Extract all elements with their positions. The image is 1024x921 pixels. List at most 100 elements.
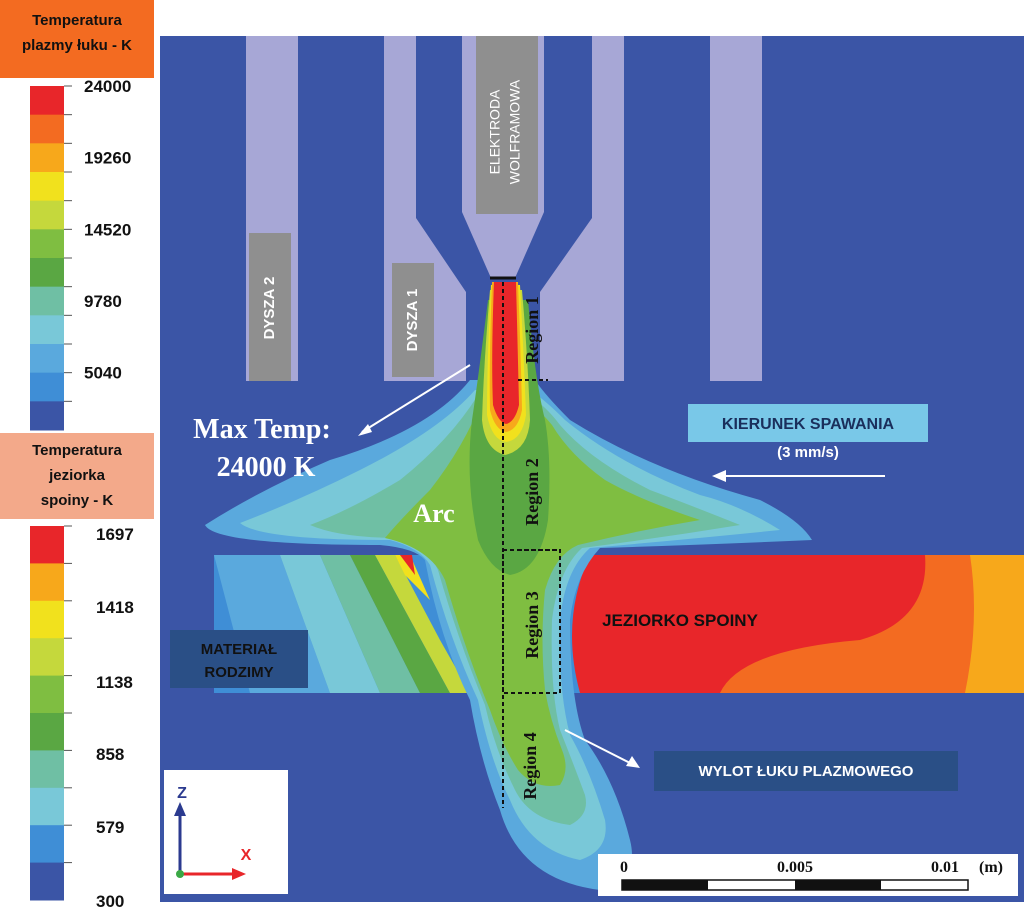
nozzle-1-label-box <box>392 263 434 377</box>
nozzle-2-right-wall <box>710 36 762 381</box>
base-temp-band-6 <box>395 555 430 600</box>
electrode-label-line2: WOLFRAMOWA <box>507 79 523 184</box>
arc-legend-swatches <box>30 85 72 431</box>
nozzle-2-label: DYSZA 2 <box>261 277 278 340</box>
outlet-pointer-line <box>564 729 633 765</box>
x-axis-arrowhead <box>232 868 246 880</box>
pool-legend-swatch <box>30 750 64 789</box>
arc-legend-ticks: 24000 19260 14520 9780 5040 <box>84 77 131 383</box>
base-temp-band-5 <box>375 555 470 693</box>
pool-legend-tick-label: 1697 <box>96 525 134 544</box>
welding-direction-arrowhead <box>712 470 726 482</box>
weld-pool-band-1 <box>720 555 1024 693</box>
arc-legend-swatch <box>30 200 64 230</box>
max-temp-label-line2: 24000 K <box>217 452 316 483</box>
arc-legend-swatch <box>30 143 64 173</box>
pool-legend-tick-label: 1418 <box>96 598 134 617</box>
arc-legend-swatch <box>30 229 64 259</box>
arc-legend-tick-label: 5040 <box>84 364 122 383</box>
base-temp-band-3 <box>320 555 420 693</box>
pool-legend-swatch <box>30 713 64 751</box>
x-axis-label: X <box>241 847 252 864</box>
base-material-label-line2: RODZIMY <box>204 664 273 681</box>
scale-bar-segment-1 <box>622 880 708 890</box>
arc-legend-swatch <box>30 315 64 345</box>
region-4-label: Region 4 <box>520 732 540 800</box>
electrode-label-box <box>476 36 538 214</box>
pool-legend-tick-label: 579 <box>96 818 124 837</box>
nozzle-1-right-wall <box>540 36 624 381</box>
base-temp-band-2 <box>280 555 380 693</box>
base-temp-band-4 <box>350 555 450 693</box>
arc-core-red <box>492 282 519 424</box>
region-1-label: Region 1 <box>522 296 542 364</box>
arc-legend-title-line2: plazmy łuku - K <box>22 37 132 54</box>
welding-direction-box <box>688 404 928 442</box>
z-axis-label: Z <box>177 785 187 802</box>
pool-legend-title-line3: spoiny - K <box>41 492 114 509</box>
arc-legend-swatch <box>30 258 64 288</box>
arc-legend-tick-label: 14520 <box>84 220 131 239</box>
weld-pool-label: JEZIORKO SPOINY <box>602 611 759 630</box>
arc-legend-tick-label: 24000 <box>84 77 131 96</box>
arc-legend-swatch <box>30 172 64 202</box>
arc-legend-swatch <box>30 114 64 144</box>
base-material-box <box>170 630 308 688</box>
arc-legend-title-line1: Temperatura <box>32 12 122 29</box>
arc-legend-tick-label: 9780 <box>84 292 122 311</box>
pool-legend-swatch <box>30 638 64 677</box>
arc-legend-swatch <box>30 286 64 316</box>
arc-legend-swatch <box>30 401 64 431</box>
outlet-pointer-head <box>626 756 640 768</box>
pool-legend-tick-label: 1138 <box>96 673 133 692</box>
region-3-box <box>502 549 561 694</box>
pool-legend-swatch <box>30 825 64 864</box>
arc-legend-swatch <box>30 372 64 402</box>
region-boxes <box>502 282 561 808</box>
arc-temperature-legend: Temperatura plazmy łuku - K 24000 19260 14… <box>0 0 154 431</box>
arc-legend-tick-label: 19260 <box>84 149 131 168</box>
nozzle-1-label: DYSZA 1 <box>404 289 421 352</box>
max-temp-pointer-head <box>358 424 372 436</box>
pool-legend-swatch <box>30 787 64 826</box>
base-material-label-line1: MATERIAŁ <box>201 641 277 658</box>
pool-temperature-legend: Temperatura jeziorka spoiny - K 1697 1418… <box>0 433 154 911</box>
pool-legend-ticks: 1697 1418 1138 858 579 300 <box>96 525 134 911</box>
region-3-label: Region 3 <box>522 591 542 659</box>
scale-bar-tick-1: 0.005 <box>777 859 813 876</box>
region-2-label: Region 2 <box>522 458 542 526</box>
plasma-outlet-box <box>654 751 958 791</box>
scale-bar-unit: (m) <box>979 859 1003 876</box>
base-temp-band-7 <box>400 555 415 575</box>
pool-legend-swatch <box>30 675 64 714</box>
z-axis-arrowhead <box>174 802 186 816</box>
arc-legend-title-box <box>0 0 154 78</box>
pool-legend-title-line2: jeziorka <box>48 467 106 484</box>
arc-core-green <box>385 400 700 786</box>
simulation-field: DYSZA 2 DYSZA 1 ELEKTRODA WOLFRAMOWA Max… <box>160 36 1024 902</box>
arc-label: Arc <box>413 499 454 528</box>
arc-legend-swatch <box>30 344 64 374</box>
pool-legend-title-line1: Temperatura <box>32 442 122 459</box>
pool-legend-swatch <box>30 600 64 639</box>
electrode-label-line1: ELEKTRODA <box>487 89 503 174</box>
axis-origin <box>176 870 184 878</box>
pool-legend-swatch <box>30 862 64 901</box>
weld-pool-band-2 <box>965 555 1024 693</box>
pool-legend-swatch <box>30 526 64 564</box>
max-temp-label-line1: Max Temp: <box>193 414 331 445</box>
max-temp-pointer-line <box>361 364 471 433</box>
pool-legend-title-box <box>0 433 154 519</box>
scale-bar-segment-3 <box>795 880 881 890</box>
welding-speed-label: (3 mm/s) <box>777 444 839 461</box>
pool-legend-tick-label: 300 <box>96 892 124 911</box>
pool-legend-tick-label: 858 <box>96 745 124 764</box>
pool-legend-swatch <box>30 563 64 602</box>
scale-bar-tick-0: 0 <box>620 859 628 876</box>
scale-bar-tick-2: 0.01 <box>931 859 959 876</box>
arc-legend-swatch <box>30 86 64 116</box>
pool-legend-swatches <box>30 525 72 901</box>
welding-direction-label: KIERUNEK SPAWANIA <box>722 416 895 433</box>
plasma-outlet-label: WYLOT ŁUKU PLAZMOWEGO <box>699 763 914 780</box>
